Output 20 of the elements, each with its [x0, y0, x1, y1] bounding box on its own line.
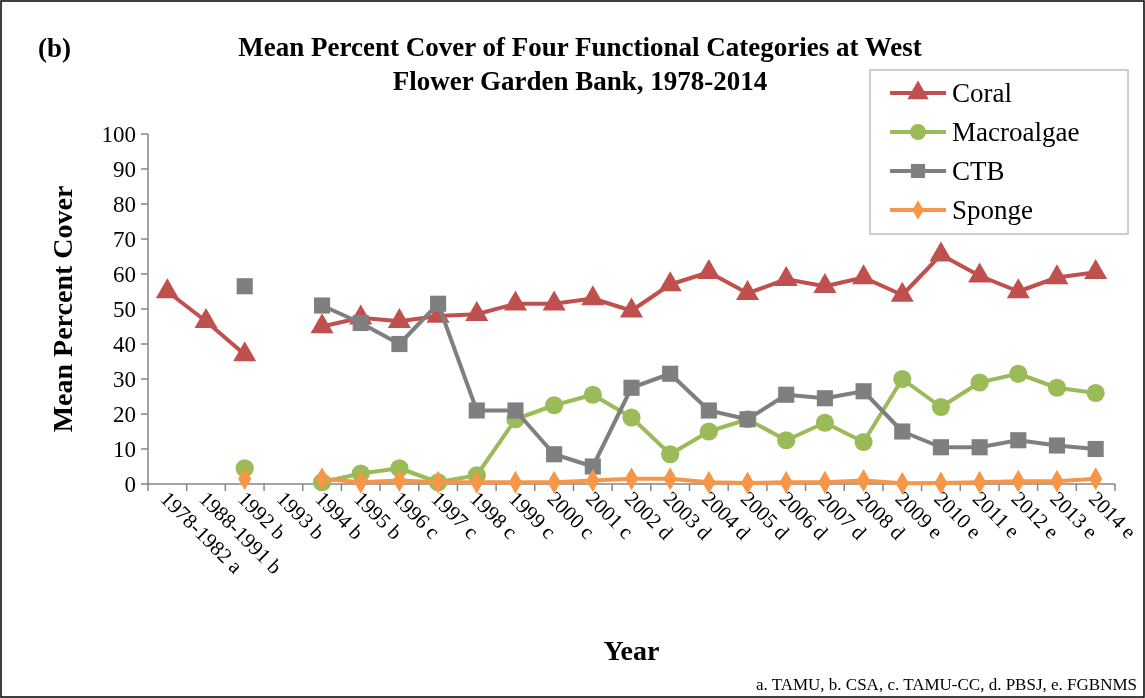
y-tick-label: 70 [113, 227, 136, 253]
text: a. TAMU, b. CSA, c. TAMU-CC, d. PBSJ, e. FGBNMS [755, 675, 1137, 694]
y-tick-label: 20 [113, 402, 136, 428]
y-tick-label: 80 [113, 192, 136, 218]
y-tick-label: 30 [113, 367, 136, 393]
y-tick-label: 100 [101, 122, 136, 148]
text: (b) [38, 33, 71, 63]
y-tick-label: 90 [113, 157, 136, 183]
legend-label: Macroalgae [952, 117, 1080, 148]
y-tick-label: 10 [113, 437, 136, 463]
chart-title: Mean Percent Cover of Four Functional Categories at West Flower Garden Bank, 1978-2014 [238, 32, 922, 96]
legend-label: Coral [952, 78, 1012, 109]
y-tick-label: 0 [124, 472, 136, 498]
legend-label: Sponge [952, 195, 1034, 226]
legend-label: CTB [952, 156, 1005, 187]
y-tick-label: 40 [113, 332, 136, 358]
y-axis-title: Mean Percent Cover [47, 185, 78, 433]
y-tick-label: 50 [113, 297, 136, 323]
x-axis-title: Year [603, 635, 660, 666]
y-tick-label: 60 [113, 262, 136, 288]
